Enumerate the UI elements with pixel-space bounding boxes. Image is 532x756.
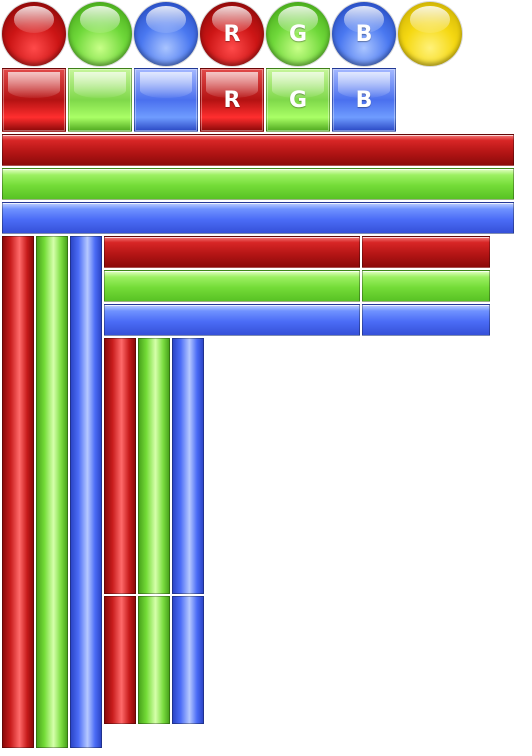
green-sphere: [68, 2, 132, 66]
blue-horizontal-bar-medium: [104, 304, 360, 336]
square-letter: B: [355, 87, 373, 113]
green-horizontal-bar-medium: [104, 270, 360, 302]
square-letter: G: [288, 87, 308, 113]
sphere-letter: [398, 2, 462, 66]
red-vertical-bar-short: [104, 596, 136, 724]
red-square: [2, 68, 66, 132]
blue-horizontal-bar-short: [362, 304, 490, 336]
blue-square-b: B: [332, 68, 396, 132]
red-horizontal-bar-medium: [104, 236, 360, 268]
green-vertical-bar-short: [138, 596, 170, 724]
sphere-letter: [2, 2, 66, 66]
sphere-letter: R: [223, 21, 241, 47]
blue-vertical-bar-medium: [172, 338, 204, 594]
red-vertical-bar-tall: [2, 236, 34, 748]
green-square-g: G: [266, 68, 330, 132]
blue-sphere-b: B: [332, 2, 396, 66]
green-square: [68, 68, 132, 132]
sphere-letter: B: [355, 21, 373, 47]
blue-sphere: [134, 2, 198, 66]
red-sphere-r: R: [200, 2, 264, 66]
red-vertical-bar-medium: [104, 338, 136, 594]
sphere-letter: [68, 2, 132, 66]
square-letter: [69, 69, 131, 131]
red-square-r: R: [200, 68, 264, 132]
blue-vertical-bar-short: [172, 596, 204, 724]
green-sphere-g: G: [266, 2, 330, 66]
green-vertical-bar-tall: [36, 236, 68, 748]
sphere-letter: [134, 2, 198, 66]
blue-horizontal-bar-long: [2, 202, 514, 234]
red-horizontal-bar-long: [2, 134, 514, 166]
red-sphere: [2, 2, 66, 66]
red-horizontal-bar-short: [362, 236, 490, 268]
blue-vertical-bar-tall: [70, 236, 102, 748]
square-letter: [135, 69, 197, 131]
square-letter: [3, 69, 65, 131]
square-letter: R: [223, 87, 241, 113]
sphere-letter: G: [288, 21, 308, 47]
green-horizontal-bar-long: [2, 168, 514, 200]
blue-square: [134, 68, 198, 132]
green-vertical-bar-medium: [138, 338, 170, 594]
green-horizontal-bar-short: [362, 270, 490, 302]
yellow-sphere: [398, 2, 462, 66]
